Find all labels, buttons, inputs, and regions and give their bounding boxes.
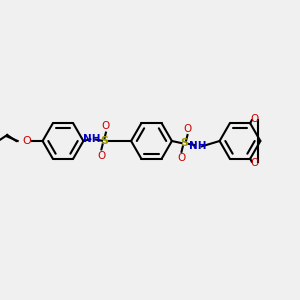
Text: NH: NH (189, 141, 207, 151)
Text: O: O (22, 136, 31, 146)
Text: NH: NH (83, 134, 100, 144)
Text: O: O (97, 151, 106, 160)
Text: S: S (100, 136, 108, 146)
Text: O: O (250, 114, 259, 124)
Text: O: O (102, 122, 110, 131)
Text: O: O (183, 124, 192, 134)
Text: O: O (177, 153, 186, 163)
Text: S: S (181, 138, 188, 148)
Text: O: O (250, 158, 259, 168)
